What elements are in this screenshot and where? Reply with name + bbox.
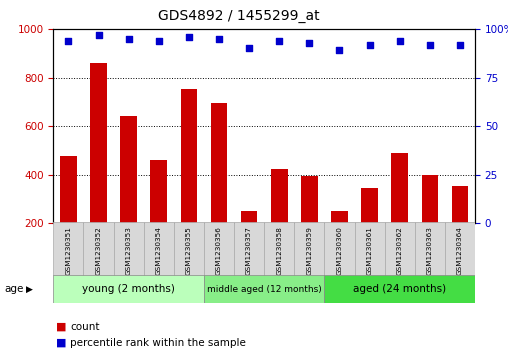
- Bar: [452, 185, 468, 223]
- Bar: [53, 222, 83, 276]
- Bar: [211, 103, 227, 223]
- Text: GSM1230363: GSM1230363: [427, 226, 433, 275]
- Text: aged (24 months): aged (24 months): [353, 284, 446, 294]
- Text: ▶: ▶: [26, 285, 34, 294]
- Text: GSM1230360: GSM1230360: [336, 226, 342, 275]
- Point: [65, 38, 73, 44]
- Text: GSM1230359: GSM1230359: [306, 226, 312, 275]
- Point: [94, 32, 103, 38]
- Bar: [422, 175, 438, 223]
- Bar: [144, 222, 174, 276]
- Bar: [53, 275, 204, 303]
- Text: count: count: [70, 322, 100, 332]
- Text: GDS4892 / 1455299_at: GDS4892 / 1455299_at: [158, 9, 320, 23]
- Text: GSM1230357: GSM1230357: [246, 226, 252, 275]
- Bar: [120, 117, 137, 223]
- Text: GSM1230353: GSM1230353: [125, 226, 132, 275]
- Bar: [391, 153, 408, 223]
- Point: [426, 42, 434, 48]
- Text: GSM1230355: GSM1230355: [186, 226, 192, 275]
- Text: GSM1230358: GSM1230358: [276, 226, 282, 275]
- Bar: [331, 211, 348, 223]
- Text: ■: ■: [56, 322, 67, 332]
- Text: GSM1230356: GSM1230356: [216, 226, 222, 275]
- Bar: [385, 222, 415, 276]
- Bar: [90, 63, 107, 223]
- Text: GSM1230361: GSM1230361: [367, 226, 372, 275]
- Point: [365, 42, 373, 48]
- Point: [335, 48, 343, 53]
- Text: GSM1230352: GSM1230352: [96, 226, 102, 275]
- Bar: [325, 222, 355, 276]
- Text: GSM1230354: GSM1230354: [156, 226, 162, 275]
- Bar: [60, 156, 77, 223]
- Point: [245, 45, 253, 51]
- Point: [215, 36, 223, 42]
- Point: [185, 34, 193, 40]
- Bar: [241, 211, 258, 223]
- Point: [124, 36, 133, 42]
- Text: percentile rank within the sample: percentile rank within the sample: [70, 338, 246, 348]
- Bar: [234, 222, 264, 276]
- Point: [396, 38, 404, 44]
- Text: middle aged (12 months): middle aged (12 months): [207, 285, 322, 294]
- Bar: [415, 222, 445, 276]
- Bar: [325, 275, 475, 303]
- Text: age: age: [4, 284, 23, 294]
- Point: [275, 38, 283, 44]
- Bar: [264, 222, 294, 276]
- Bar: [114, 222, 144, 276]
- Bar: [445, 222, 475, 276]
- Bar: [271, 169, 288, 223]
- Text: GSM1230351: GSM1230351: [66, 226, 72, 275]
- Bar: [204, 275, 325, 303]
- Bar: [174, 222, 204, 276]
- Point: [154, 38, 163, 44]
- Bar: [294, 222, 325, 276]
- Text: young (2 months): young (2 months): [82, 284, 175, 294]
- Bar: [180, 89, 197, 223]
- Point: [305, 40, 313, 45]
- Bar: [355, 222, 385, 276]
- Text: ■: ■: [56, 338, 67, 348]
- Text: GSM1230364: GSM1230364: [457, 226, 463, 275]
- Point: [456, 42, 464, 48]
- Bar: [301, 176, 318, 223]
- Bar: [361, 188, 378, 223]
- Bar: [150, 160, 167, 223]
- Text: GSM1230362: GSM1230362: [397, 226, 403, 275]
- Bar: [204, 222, 234, 276]
- Bar: [83, 222, 114, 276]
